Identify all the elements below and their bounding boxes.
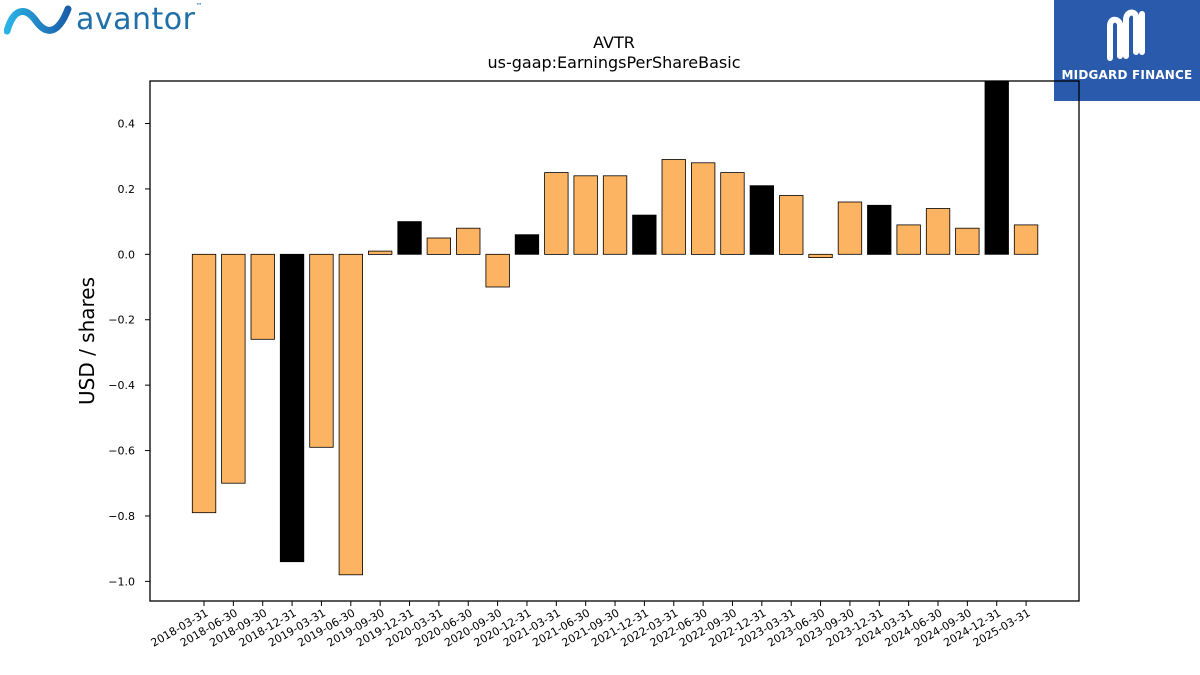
- bar-2023-12-31: [867, 204, 892, 255]
- y-tick-label: −0.8: [108, 510, 135, 523]
- bar-2020-09-30: [485, 253, 510, 288]
- y-tick-label: −0.4: [108, 379, 135, 392]
- bar-2021-12-31: [632, 214, 657, 255]
- bar-2021-06-30: [573, 175, 598, 255]
- y-ticks-group: 0.4 0.2 0.0 −0.2 −0.4 −0.6 −0.8 −1.0: [108, 118, 150, 588]
- y-tick-label: −0.2: [108, 314, 135, 327]
- bar-2018-12-31: [279, 253, 305, 563]
- x-ticks-group: 2018-03-312018-06-302018-09-302018-12-31…: [149, 601, 1033, 650]
- bar-2018-09-30: [250, 253, 275, 340]
- midgard-monogram-icon: [1107, 9, 1145, 61]
- avantor-logo: avantor™: [4, 2, 203, 37]
- bar-2022-03-31: [661, 159, 686, 255]
- bar-2021-09-30: [602, 175, 628, 255]
- y-tick-label: −1.0: [108, 575, 135, 588]
- bar-2018-06-30: [221, 253, 246, 484]
- y-tick-label: 0.0: [118, 248, 136, 261]
- bar-2022-09-30: [720, 172, 745, 255]
- bars-group: [191, 80, 1039, 576]
- y-tick-label: 0.4: [118, 118, 136, 131]
- bar-2022-06-30: [691, 162, 716, 255]
- bar-2019-09-30: [367, 250, 393, 255]
- bar-2020-03-31: [426, 237, 452, 255]
- plot-frame: [149, 80, 1080, 602]
- bar-2025-03-31: [1013, 224, 1039, 255]
- chart-subtitle: us-gaap:EarningsPerShareBasic: [487, 53, 740, 72]
- bar-2024-12-31: [984, 80, 1009, 255]
- bar-2020-12-31: [514, 234, 540, 255]
- bar-2019-06-30: [338, 253, 364, 576]
- bar-2023-03-31: [779, 195, 804, 255]
- y-tick-label: −0.6: [108, 445, 135, 458]
- bar-2024-03-31: [896, 224, 921, 255]
- bar-2018-03-31: [191, 253, 217, 514]
- y-axis-label: USD / shares: [75, 277, 99, 405]
- bar-2019-03-31: [309, 253, 334, 448]
- avantor-wordmark: avantor™: [76, 2, 203, 37]
- bar-2024-06-30: [925, 208, 951, 255]
- midgard-finance-text: MIDGARD FINANCE: [1061, 68, 1193, 82]
- bar-2023-09-30: [837, 201, 863, 255]
- bar-2021-03-31: [544, 172, 569, 255]
- avantor-wave-icon: [4, 5, 72, 34]
- chart-title: AVTR: [593, 33, 635, 52]
- bar-2019-12-31: [397, 221, 422, 255]
- bar-2024-09-30: [955, 227, 980, 255]
- bar-2022-12-31: [749, 185, 774, 255]
- bar-2020-06-30: [456, 227, 481, 255]
- bar-2023-06-30: [808, 253, 833, 259]
- y-tick-label: 0.2: [118, 183, 136, 196]
- midgard-finance-logo: MIDGARD FINANCE: [1054, 0, 1200, 101]
